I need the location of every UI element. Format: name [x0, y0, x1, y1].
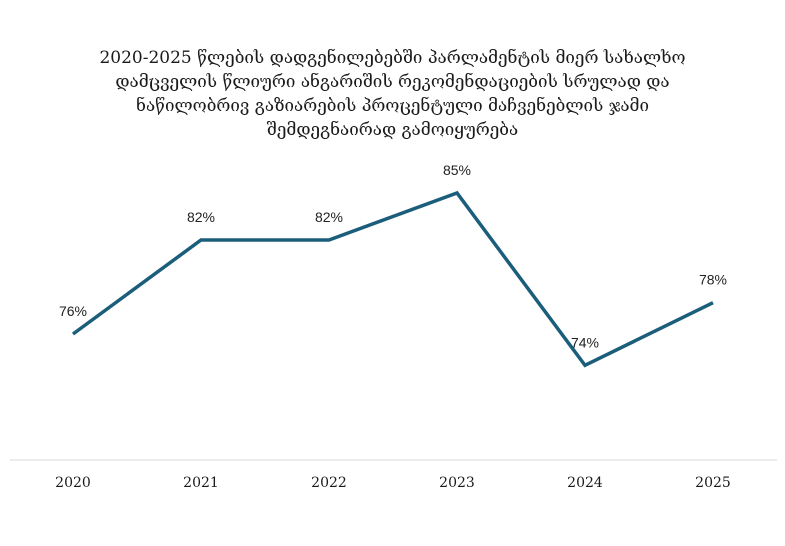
- data-label-2025: 78%: [699, 272, 727, 288]
- x-tick-label-2020: 2020: [55, 475, 91, 491]
- data-labels: 76% 82% 82% 85% 74% 78%: [59, 162, 727, 350]
- chart-title-line-1: 2020-2025 წლების დადგენილებებში პარლამენ…: [99, 48, 686, 68]
- x-tick-label-2023: 2023: [439, 475, 475, 491]
- chart-title-line-3: ნაწილობრივ გაზიარების პროცენტული მაჩვენე…: [135, 96, 649, 116]
- chart-title: 2020-2025 წლების დადგენილებებში პარლამენ…: [0, 46, 785, 142]
- x-tick-labels: 2020 2021 2022 2023 2024 2025: [55, 475, 731, 491]
- data-label-2023: 85%: [443, 162, 471, 178]
- data-label-2021: 82%: [187, 209, 215, 225]
- x-tick-label-2024: 2024: [567, 475, 603, 491]
- x-tick-label-2022: 2022: [311, 475, 347, 491]
- series-line: [71, 190, 714, 368]
- x-tick-label-2025: 2025: [695, 475, 731, 491]
- data-label-2022: 82%: [315, 209, 343, 225]
- chart-title-line-4: შემდეგნაირად გამოიყურება: [266, 120, 519, 140]
- data-label-2020: 76%: [59, 303, 87, 319]
- data-label-2024: 74%: [571, 334, 599, 350]
- chart-title-line-2: დამცველის წლიური ანგარიშის რეკომენდაციებ…: [115, 72, 670, 92]
- x-tick-label-2021: 2021: [183, 475, 219, 491]
